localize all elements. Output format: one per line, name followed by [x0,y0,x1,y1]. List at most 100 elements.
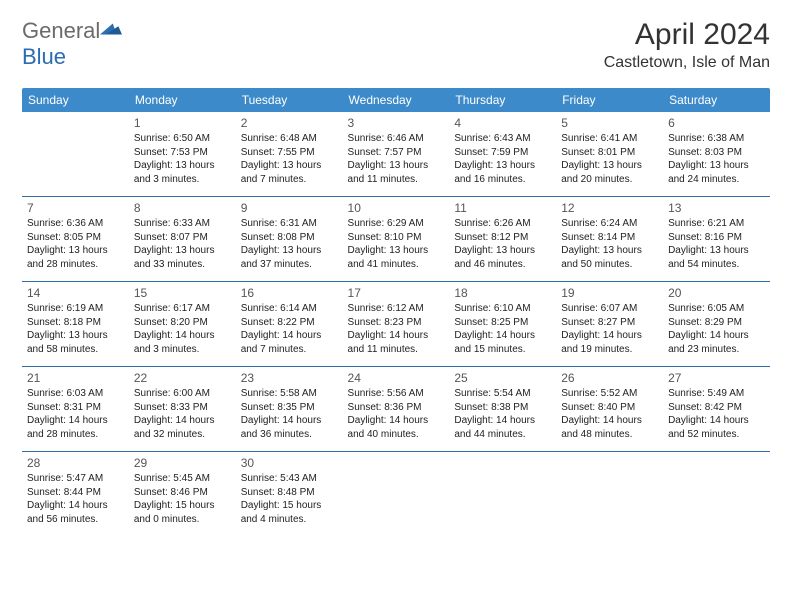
day-sunrise: Sunrise: 5:52 AM [561,387,658,401]
day-sunrise: Sunrise: 6:43 AM [454,132,551,146]
day-daylight2: and 56 minutes. [27,513,124,527]
day-sunset: Sunset: 8:05 PM [27,231,124,245]
calendar-cell: 24 Sunrise: 5:56 AMSunset: 8:36 PMDayligh… [343,367,450,452]
day-daylight1: Daylight: 13 hours [27,329,124,343]
calendar-cell [449,452,556,537]
calendar-cell: 14Sunrise: 6:19 AMSunset: 8:18 PMDayligh… [22,282,129,367]
day-details: Sunrise: 6:24 AMSunset: 8:14 PMDaylight:… [561,217,658,271]
calendar-cell: 19Sunrise: 6:07 AMSunset: 8:27 PMDayligh… [556,282,663,367]
day-details: Sunrise: 6:41 AMSunset: 8:01 PMDaylight:… [561,132,658,186]
day-sunset: Sunset: 8:18 PM [27,316,124,330]
day-daylight2: and 37 minutes. [241,258,338,272]
day-sunset: Sunset: 8:16 PM [668,231,765,245]
day-daylight2: and 15 minutes. [454,343,551,357]
day-daylight2: and 46 minutes. [454,258,551,272]
day-number: 3 [348,116,445,130]
day-sunrise: Sunrise: 5:54 AM [454,387,551,401]
weekday-header: Thursday [449,88,556,112]
logo: General Blue [22,18,122,70]
day-details: Sunrise: 6:43 AMSunset: 7:59 PMDaylight:… [454,132,551,186]
day-daylight1: Daylight: 13 hours [27,244,124,258]
day-number: 1 [134,116,231,130]
day-details: Sunrise: 6:21 AMSunset: 8:16 PMDaylight:… [668,217,765,271]
day-daylight1: Daylight: 14 hours [454,329,551,343]
calendar-table: Sunday Monday Tuesday Wednesday Thursday… [22,88,770,536]
day-sunset: Sunset: 8:23 PM [348,316,445,330]
calendar-cell: 26Sunrise: 5:52 AMSunset: 8:40 PMDayligh… [556,367,663,452]
calendar-cell: 16Sunrise: 6:14 AMSunset: 8:22 PMDayligh… [236,282,343,367]
day-sunset: Sunset: 8:38 PM [454,401,551,415]
day-number: 29 [134,456,231,470]
day-daylight1: Daylight: 14 hours [27,499,124,513]
day-sunrise: Sunrise: 6:07 AM [561,302,658,316]
day-sunset: Sunset: 8:29 PM [668,316,765,330]
day-details: Sunrise: 6:00 AMSunset: 8:33 PMDaylight:… [134,387,231,441]
day-number: 16 [241,286,338,300]
day-sunset: Sunset: 8:36 PM [348,401,445,415]
day-sunset: Sunset: 8:14 PM [561,231,658,245]
day-daylight1: Daylight: 14 hours [454,414,551,428]
day-details: Sunrise: 6:19 AMSunset: 8:18 PMDaylight:… [27,302,124,356]
day-daylight2: and 11 minutes. [348,343,445,357]
day-sunrise: Sunrise: 6:17 AM [134,302,231,316]
logo-suffix: Blue [22,44,66,69]
day-sunrise: Sunrise: 6:21 AM [668,217,765,231]
day-details: Sunrise: 5:49 AMSunset: 8:42 PMDaylight:… [668,387,765,441]
day-daylight1: Daylight: 14 hours [561,329,658,343]
day-details: Sunrise: 6:10 AMSunset: 8:25 PMDaylight:… [454,302,551,356]
day-details: Sunrise: 5:52 AMSunset: 8:40 PMDaylight:… [561,387,658,441]
calendar-week-row: 7Sunrise: 6:36 AMSunset: 8:05 PMDaylight… [22,197,770,282]
logo-triangle-icon [100,18,122,43]
day-sunrise: Sunrise: 5:56 AM [348,387,445,401]
day-details: Sunrise: 5:54 AMSunset: 8:38 PMDaylight:… [454,387,551,441]
day-daylight1: Daylight: 13 hours [668,159,765,173]
day-number: 30 [241,456,338,470]
day-sunset: Sunset: 8:31 PM [27,401,124,415]
calendar-cell: 23Sunrise: 5:58 AMSunset: 8:35 PMDayligh… [236,367,343,452]
calendar-cell: 28Sunrise: 5:47 AMSunset: 8:44 PMDayligh… [22,452,129,537]
day-sunrise: Sunrise: 6:50 AM [134,132,231,146]
day-daylight1: Daylight: 14 hours [134,329,231,343]
day-sunset: Sunset: 8:42 PM [668,401,765,415]
day-daylight2: and 19 minutes. [561,343,658,357]
weekday-header: Tuesday [236,88,343,112]
day-daylight2: and 7 minutes. [241,343,338,357]
weekday-header: Friday [556,88,663,112]
day-daylight2: and 0 minutes. [134,513,231,527]
day-number: 17 [348,286,445,300]
day-details: Sunrise: 5:47 AMSunset: 8:44 PMDaylight:… [27,472,124,526]
day-details: Sunrise: 6:26 AMSunset: 8:12 PMDaylight:… [454,217,551,271]
calendar-cell: 11Sunrise: 6:26 AMSunset: 8:12 PMDayligh… [449,197,556,282]
day-sunrise: Sunrise: 6:31 AM [241,217,338,231]
day-daylight2: and 52 minutes. [668,428,765,442]
day-details: Sunrise: 6:07 AMSunset: 8:27 PMDaylight:… [561,302,658,356]
day-daylight1: Daylight: 14 hours [134,414,231,428]
day-daylight1: Daylight: 14 hours [348,329,445,343]
day-sunset: Sunset: 8:10 PM [348,231,445,245]
day-details: Sunrise: 5:56 AMSunset: 8:36 PMDaylight:… [348,387,445,441]
day-sunrise: Sunrise: 6:14 AM [241,302,338,316]
day-number: 12 [561,201,658,215]
day-daylight1: Daylight: 14 hours [27,414,124,428]
day-sunrise: Sunrise: 6:10 AM [454,302,551,316]
day-sunrise: Sunrise: 6:19 AM [27,302,124,316]
day-daylight1: Daylight: 13 hours [134,244,231,258]
day-daylight1: Daylight: 13 hours [454,244,551,258]
day-details: Sunrise: 5:43 AMSunset: 8:48 PMDaylight:… [241,472,338,526]
day-daylight2: and 44 minutes. [454,428,551,442]
day-sunset: Sunset: 8:12 PM [454,231,551,245]
day-daylight2: and 40 minutes. [348,428,445,442]
calendar-week-row: 28Sunrise: 5:47 AMSunset: 8:44 PMDayligh… [22,452,770,537]
header: General Blue April 2024 Castletown, Isle… [22,18,770,72]
day-details: Sunrise: 5:45 AMSunset: 8:46 PMDaylight:… [134,472,231,526]
day-daylight2: and 3 minutes. [134,343,231,357]
day-sunrise: Sunrise: 5:43 AM [241,472,338,486]
day-details: Sunrise: 6:38 AMSunset: 8:03 PMDaylight:… [668,132,765,186]
day-daylight2: and 7 minutes. [241,173,338,187]
day-number: 5 [561,116,658,130]
calendar-body: 1Sunrise: 6:50 AMSunset: 7:53 PMDaylight… [22,112,770,536]
day-sunset: Sunset: 8:46 PM [134,486,231,500]
day-daylight1: Daylight: 13 hours [561,159,658,173]
calendar-cell [556,452,663,537]
day-number: 24 [348,371,445,385]
